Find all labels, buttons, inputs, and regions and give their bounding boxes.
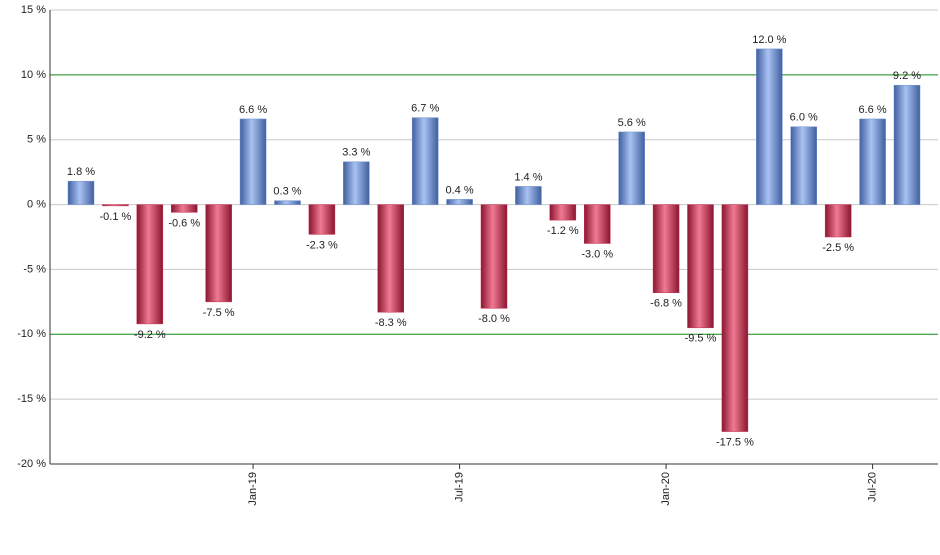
x-tick-label: Jul-19 (453, 472, 465, 502)
x-tick-label: Jan-20 (660, 472, 672, 506)
value-label: 5.6 % (618, 117, 646, 129)
value-label: -2.5 % (822, 242, 854, 254)
y-tick-label: 15 % (21, 4, 46, 16)
bar (274, 200, 301, 205)
bar (790, 126, 817, 205)
value-label: -0.1 % (100, 211, 132, 223)
bar (205, 204, 232, 303)
bar (102, 204, 129, 207)
value-label: -9.5 % (685, 333, 717, 345)
bar (377, 204, 404, 313)
bar (308, 204, 336, 235)
value-label: 6.6 % (239, 104, 267, 116)
bar (549, 204, 577, 221)
bar (480, 204, 508, 309)
value-label: 1.4 % (514, 171, 542, 183)
y-tick-label: -10 % (17, 328, 46, 340)
value-label: 6.0 % (790, 112, 818, 124)
bar (893, 84, 921, 205)
bar (721, 204, 749, 432)
value-label: 12.0 % (752, 34, 786, 46)
x-tick-label: Jul-20 (866, 472, 878, 502)
bar (652, 204, 680, 294)
value-label: -7.5 % (203, 307, 235, 319)
bar (136, 204, 164, 325)
bar (687, 204, 714, 329)
bar (824, 204, 852, 238)
bar (171, 204, 198, 213)
y-tick-label: 5 % (27, 134, 46, 146)
value-label: -9.2 % (134, 329, 166, 341)
value-label: -17.5 % (716, 436, 754, 448)
value-label: 1.8 % (67, 166, 95, 178)
y-tick-label: -15 % (17, 393, 46, 405)
value-label: -8.3 % (375, 317, 407, 329)
value-label: 0.3 % (273, 186, 301, 198)
bar (584, 204, 611, 244)
value-label: 0.4 % (446, 184, 474, 196)
x-tick-label: Jan-19 (247, 472, 259, 506)
bar (343, 161, 370, 205)
y-tick-label: -5 % (23, 263, 46, 275)
bar (859, 118, 886, 205)
bar (67, 180, 95, 205)
bar (756, 48, 783, 205)
bar (239, 118, 267, 205)
bar (411, 117, 439, 205)
value-label: -2.3 % (306, 239, 338, 251)
value-label: -1.2 % (547, 225, 579, 237)
y-tick-label: -20 % (17, 458, 46, 470)
y-tick-label: 0 % (27, 198, 46, 210)
value-label: -8.0 % (478, 313, 510, 325)
bar (446, 199, 473, 205)
value-label: 3.3 % (342, 147, 370, 159)
y-tick-label: 10 % (21, 69, 46, 81)
value-label: -6.8 % (650, 298, 682, 310)
bar (618, 131, 645, 205)
value-label: -0.6 % (168, 217, 200, 229)
value-label: 9.2 % (893, 70, 921, 82)
value-label: 6.7 % (411, 103, 439, 115)
bar (515, 186, 542, 205)
value-label: -3.0 % (581, 248, 613, 260)
value-label: 6.6 % (859, 104, 887, 116)
